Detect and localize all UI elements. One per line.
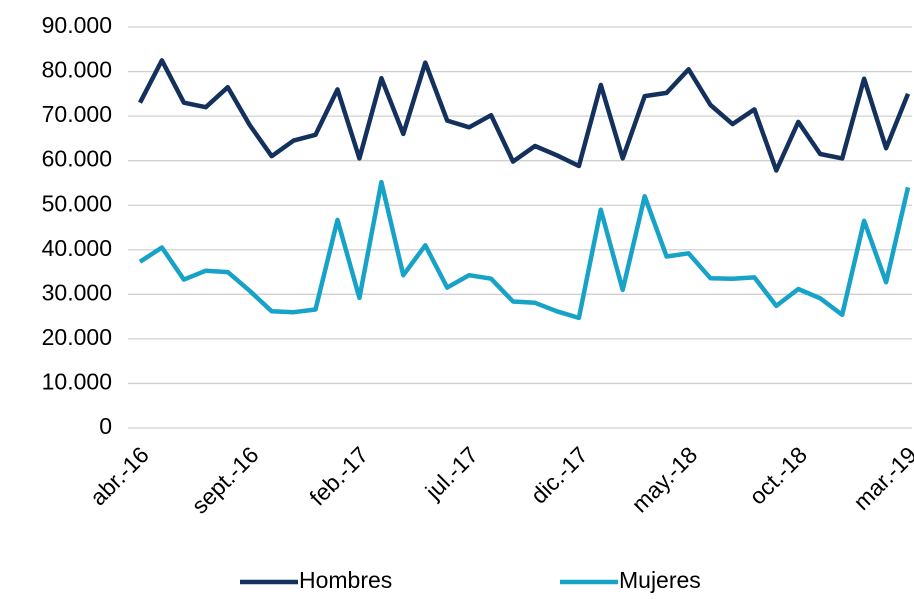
y-tick-label: 80.000 [42,57,112,83]
x-tick-label: sept.-16 [186,441,263,518]
y-tick-label: 30.000 [42,279,112,305]
y-tick-label: 90.000 [42,12,112,38]
y-tick-label: 20.000 [42,324,112,350]
y-tick-label: 70.000 [42,101,112,127]
y-tick-label: 0 [99,413,112,439]
y-tick-label: 60.000 [42,146,112,172]
x-tick-label: abr.-16 [85,441,154,510]
x-tick-label: dic.-17 [525,441,592,508]
x-tick-label: feb.-17 [304,441,373,510]
y-tick-label: 50.000 [42,190,112,216]
x-tick-label: oct.-18 [744,441,812,509]
series-line [138,58,911,173]
x-tick-label: jul.-17 [420,441,483,504]
x-tick-label: may.-18 [626,441,702,517]
y-tick-label: 10.000 [42,369,112,395]
y-tick-label: 40.000 [42,235,112,261]
x-tick-label: mar.-19 [848,441,914,515]
series-line [138,179,911,321]
legend-label: Hombres [299,567,392,593]
legend-label: Mujeres [619,567,701,593]
